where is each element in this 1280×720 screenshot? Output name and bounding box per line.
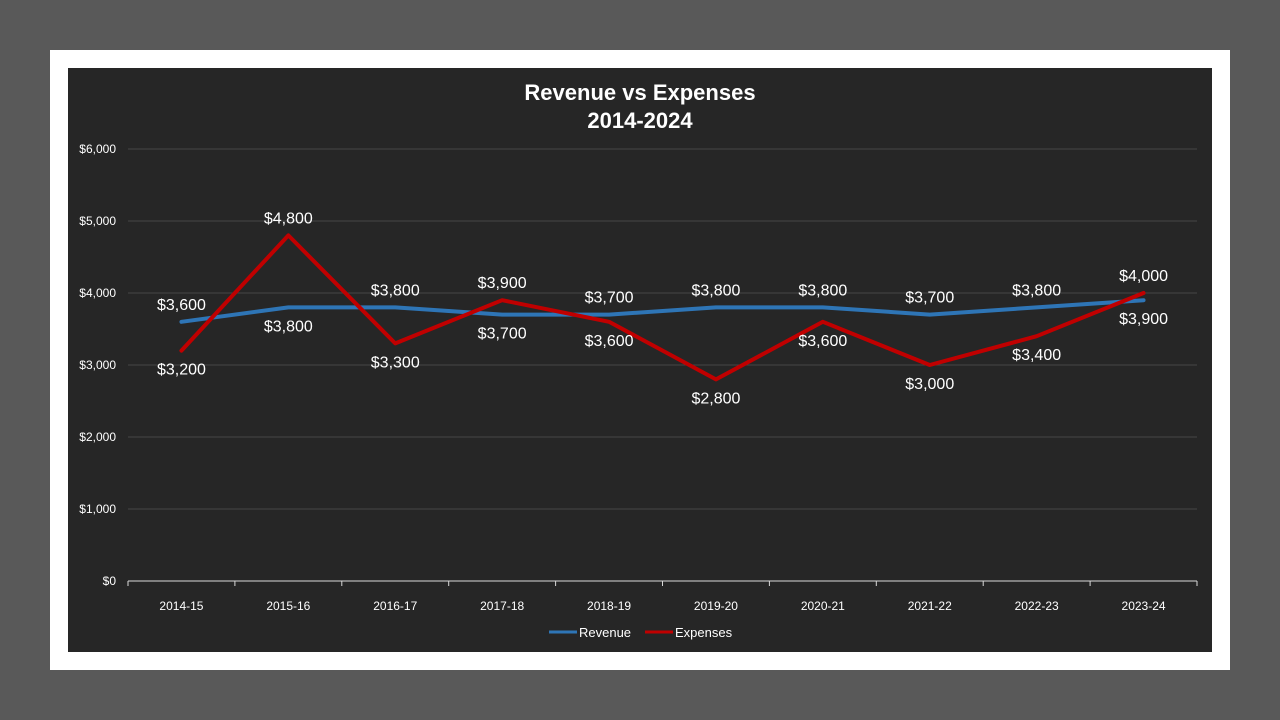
data-label: $3,000	[905, 376, 954, 393]
data-label: $3,600	[585, 333, 634, 350]
data-label: $3,200	[157, 362, 206, 379]
y-tick-label: $6,000	[79, 142, 116, 156]
data-label: $3,800	[264, 318, 313, 335]
data-label: $3,800	[1012, 282, 1061, 299]
y-tick-label: $2,000	[79, 430, 116, 444]
chart-area	[68, 68, 1212, 652]
data-label: $3,300	[371, 354, 420, 371]
x-tick-label: 2019-20	[694, 599, 738, 613]
series-line-revenue	[179, 298, 1146, 324]
x-tick-label: 2021-22	[908, 599, 952, 613]
legend-label-expenses: Expenses	[675, 625, 733, 640]
data-label: $4,000	[1119, 268, 1168, 285]
x-tick-label: 2020-21	[801, 599, 845, 613]
data-label: $4,800	[264, 210, 313, 227]
data-label: $3,600	[157, 297, 206, 314]
data-label: $3,800	[691, 282, 740, 299]
chart-title: Revenue vs Expenses	[524, 80, 756, 105]
x-tick-label: 2016-17	[373, 599, 417, 613]
data-label: $3,700	[478, 326, 527, 343]
legend-label-revenue: Revenue	[579, 625, 631, 640]
x-tick-label: 2018-19	[587, 599, 631, 613]
y-tick-label: $1,000	[79, 502, 116, 516]
data-label: $3,900	[478, 275, 527, 292]
x-tick-label: 2017-18	[480, 599, 524, 613]
data-label: $3,800	[371, 282, 420, 299]
data-label: $2,800	[691, 390, 740, 407]
x-tick-label: 2015-16	[266, 599, 310, 613]
data-label: $3,900	[1119, 311, 1168, 328]
data-label: $3,600	[798, 333, 847, 350]
x-tick-label: 2023-24	[1122, 599, 1166, 613]
x-tick-label: 2014-15	[159, 599, 203, 613]
data-label: $3,700	[905, 290, 954, 307]
chart-subtitle: 2014-2024	[587, 108, 693, 133]
x-tick-label: 2022-23	[1015, 599, 1059, 613]
data-label: $3,400	[1012, 347, 1061, 364]
data-label: $3,800	[798, 282, 847, 299]
y-tick-label: $4,000	[79, 286, 116, 300]
y-tick-label: $3,000	[79, 358, 116, 372]
series-line-expenses	[179, 233, 1146, 382]
y-tick-label: $5,000	[79, 214, 116, 228]
y-tick-label: $0	[103, 574, 117, 588]
data-label: $3,700	[585, 290, 634, 307]
